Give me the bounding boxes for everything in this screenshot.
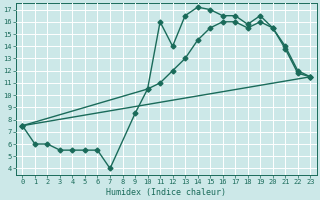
- X-axis label: Humidex (Indice chaleur): Humidex (Indice chaleur): [106, 188, 226, 197]
